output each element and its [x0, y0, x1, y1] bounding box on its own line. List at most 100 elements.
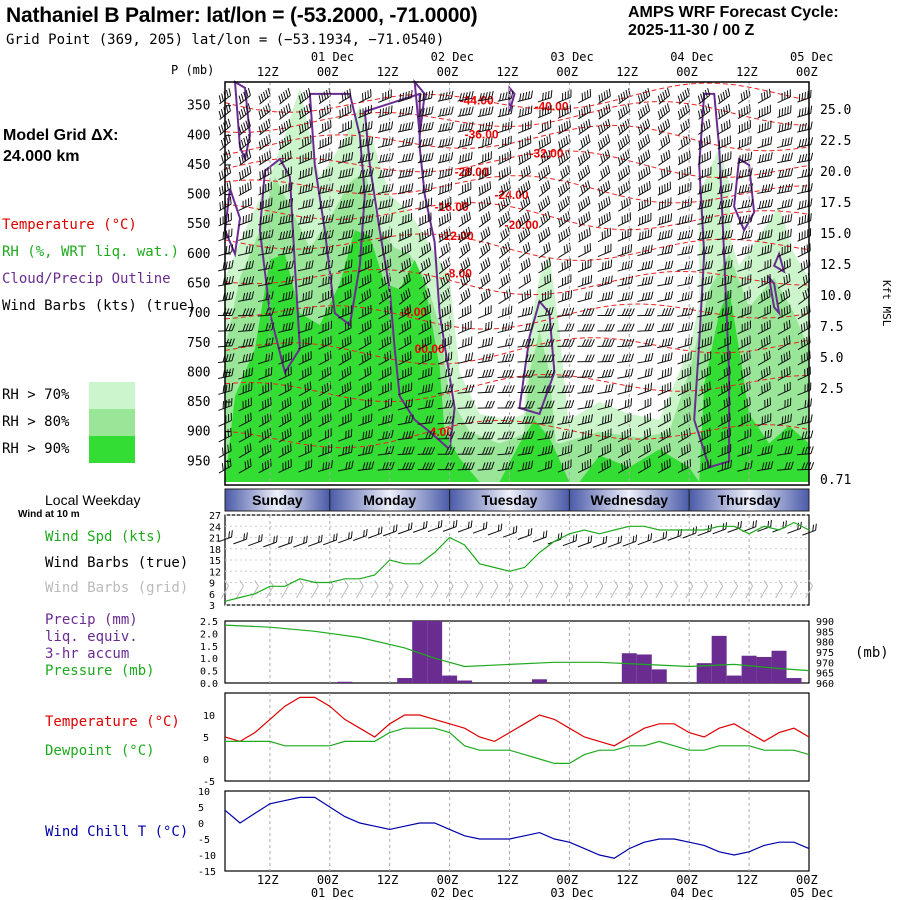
wind-barb-flag	[324, 122, 327, 131]
wind-barb	[597, 243, 612, 258]
wind-barb-flag	[642, 122, 646, 131]
wind-barb-flag	[720, 93, 723, 102]
wind-barb-flag	[447, 183, 450, 191]
wind-barb-flag	[286, 120, 289, 129]
wind-barb-flag	[664, 246, 668, 254]
wind-barb-flag	[620, 93, 624, 102]
wind-barb-flag	[282, 200, 285, 209]
wind-barb-flag	[608, 88, 611, 97]
wind-barb	[378, 89, 392, 103]
wind-barb-flag	[543, 137, 546, 146]
wind-barb-flag	[678, 231, 682, 240]
wind-barb	[258, 150, 272, 166]
wind-barb-flag	[587, 180, 591, 188]
wind-barb-flag	[543, 153, 546, 161]
wind-barb-flag	[658, 232, 662, 240]
wind-barb-flag	[537, 203, 542, 211]
wind-barb-flag	[284, 153, 287, 161]
wind-barb-flag	[604, 245, 606, 254]
wind-barb-flag	[402, 200, 405, 209]
wind10-label: Wind at 10 m	[18, 509, 80, 520]
wind-barb-flag	[258, 95, 262, 104]
cloud-outline	[223, 188, 242, 258]
wind-barb-flag	[464, 184, 467, 192]
wind-barb-flag	[348, 168, 351, 177]
wind-barb-flag	[769, 88, 771, 97]
wind-barb-flag	[761, 185, 765, 193]
wind-barb	[637, 228, 653, 242]
wind-barb-flag	[641, 216, 644, 224]
wind-barb-flag	[299, 125, 302, 134]
wind-barb-flag	[304, 137, 307, 146]
hour-label-top: 12Z	[497, 65, 519, 79]
wind-barb-flag	[644, 230, 647, 239]
wind-barb-flag	[465, 138, 468, 146]
wind-barb-flag	[299, 216, 303, 225]
wind-barb-shaft	[377, 144, 392, 148]
wind-barb	[618, 88, 631, 105]
wind-barb-flag	[487, 167, 489, 176]
wind-barb	[437, 106, 454, 117]
wind-barb-shaft	[538, 127, 551, 135]
wind-barb-shaft	[697, 221, 712, 225]
wind-barb-flag	[727, 245, 731, 254]
wind-barb-flag	[743, 107, 746, 115]
wind-barb-flag	[560, 232, 564, 240]
wind-barb-flag	[517, 218, 522, 227]
wind-barb-shaft	[717, 126, 731, 135]
wind-barb-flag	[663, 168, 666, 177]
wind-barb-flag	[565, 213, 569, 221]
wind-barb-flag	[810, 89, 812, 98]
wind-barb-flag	[518, 234, 522, 242]
wind-barb-flag	[402, 108, 405, 116]
wind-barb	[578, 103, 591, 120]
wind-barb-flag	[262, 91, 267, 100]
wind-barb	[358, 104, 372, 119]
wind-barb-flag	[668, 149, 671, 158]
height-tick-label: 0.71	[820, 473, 851, 488]
wind-barb	[537, 90, 553, 103]
wind-barb-shaft	[397, 159, 412, 164]
wind-barb-flag	[761, 123, 764, 132]
wind-barb	[377, 136, 394, 148]
wind-barb-flag	[738, 109, 741, 118]
wind-barb-flag	[598, 94, 601, 103]
wind-barb-flag	[683, 153, 686, 161]
wind-barb-flag	[483, 214, 486, 223]
wind-barb-flag	[798, 154, 802, 163]
wind-barb-flag	[359, 185, 363, 194]
wind-barb-flag	[586, 244, 589, 253]
wind-barb-flag	[308, 103, 312, 112]
wind-barb-flag	[505, 197, 509, 206]
wind-barb-flag	[345, 246, 348, 254]
hour-label-bottom: 00Z	[796, 873, 818, 887]
wind-barb	[397, 90, 413, 103]
wind-barb-flag	[602, 153, 606, 161]
wind-barb-flag	[507, 241, 511, 250]
temperature-contour-label: -4.00	[400, 305, 428, 319]
wind-barb-shaft	[358, 251, 372, 257]
pressure-axis-label: P (mb)	[171, 63, 214, 77]
height-tick-label: 10.0	[820, 289, 851, 304]
date-label-top: 03 Dec	[550, 50, 593, 64]
wind-barb-flag	[382, 169, 385, 178]
wind-barb-flag	[645, 89, 648, 98]
wind-barb-flag	[721, 123, 723, 132]
wind-barb-flag	[451, 106, 454, 115]
wind-barb-flag	[558, 218, 561, 227]
wind-barb-flag	[238, 95, 242, 104]
wind-barb-flag	[424, 214, 427, 223]
wind-barb-flag	[319, 200, 323, 209]
height-tick-label: 2.5	[820, 382, 843, 397]
wind-barb-flag	[342, 200, 346, 209]
wind-barb	[278, 118, 292, 136]
temperature-contour	[224, 420, 810, 449]
wind-barb-flag	[804, 184, 807, 193]
wind-barb-shaft	[397, 220, 412, 226]
wind-barb-flag	[637, 141, 641, 150]
wind-barb-flag	[538, 172, 542, 180]
wind-barb-flag	[690, 245, 694, 253]
wind-barb	[478, 166, 492, 181]
wind-barb-flag	[445, 184, 447, 192]
wind-barb	[238, 181, 252, 196]
